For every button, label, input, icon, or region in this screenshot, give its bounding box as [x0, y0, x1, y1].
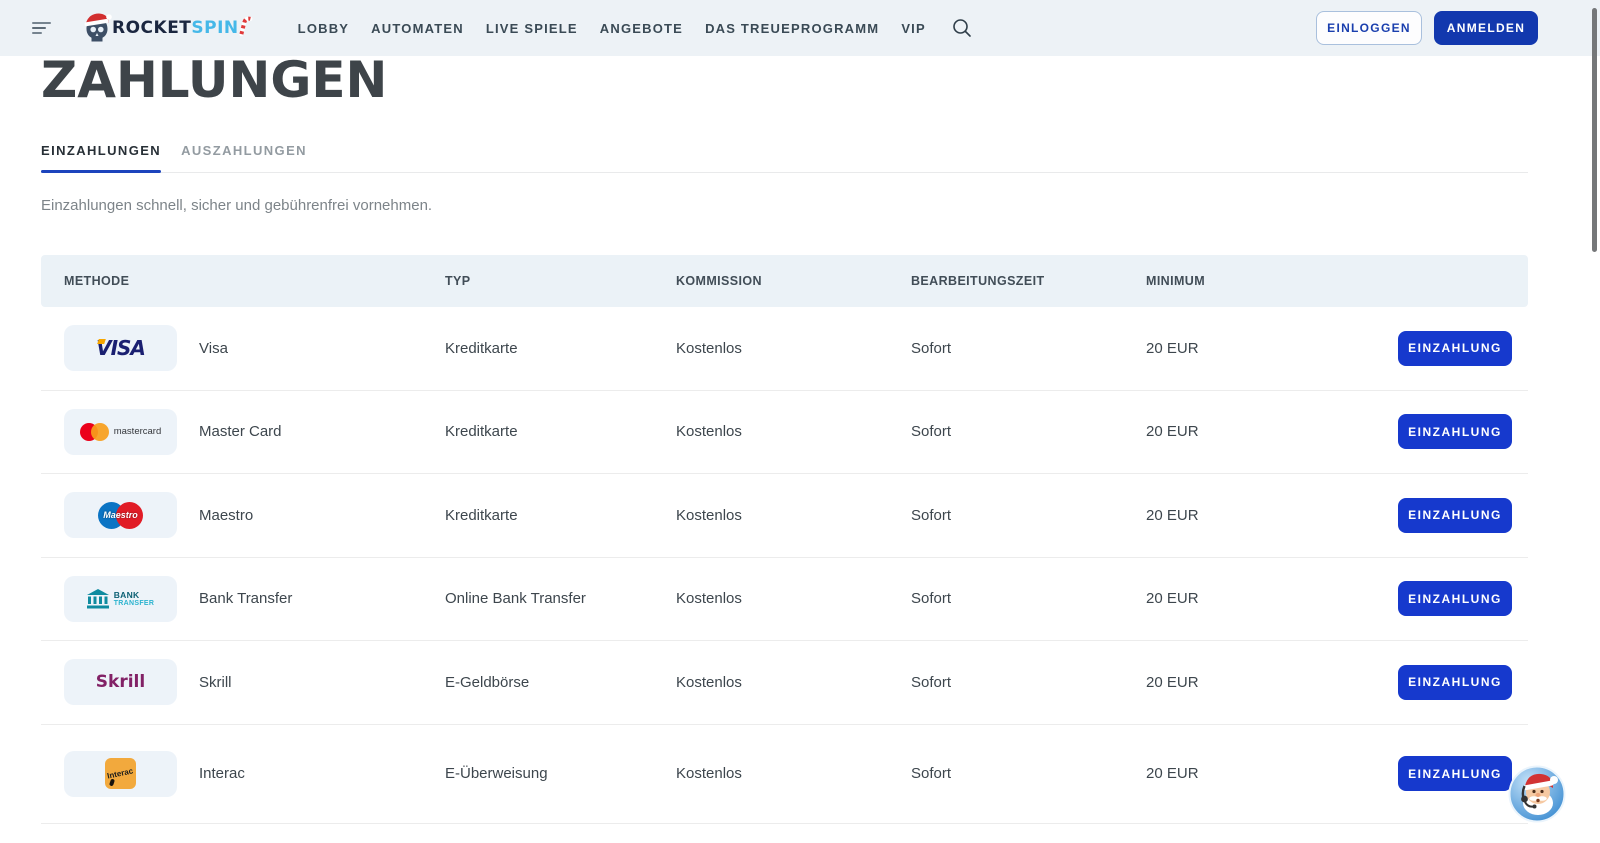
tab-auszahlungen[interactable]: AUSZAHLUNGEN — [181, 139, 307, 172]
column-header-typ: TYP — [445, 274, 676, 288]
visa-logo: VISA — [96, 336, 145, 360]
method-commission: Kostenlos — [676, 340, 911, 357]
method-name: Interac — [199, 765, 245, 782]
action-cell: EINZAHLUNG — [1398, 414, 1528, 449]
method-minimum: 20 EUR — [1146, 340, 1398, 357]
deposit-button-maestro[interactable]: EINZAHLUNG — [1398, 498, 1512, 533]
payment-logo-tile: mastercard — [64, 409, 177, 455]
nav-item-lobby[interactable]: LOBBY — [298, 21, 350, 36]
column-header-methode: METHODE — [41, 274, 445, 288]
method-commission: Kostenlos — [676, 423, 911, 440]
method-commission: Kostenlos — [676, 590, 911, 607]
table-row: VISA Visa Kreditkarte Kostenlos Sofort 2… — [41, 307, 1528, 391]
top-bar: ROCKETSPIN LOBBY AUTOMATEN LIVE SPIELE ANGE… — [0, 0, 1600, 56]
maestro-logo: Maestro — [98, 502, 143, 529]
menu-icon[interactable] — [32, 19, 52, 37]
method-minimum: 20 EUR — [1146, 765, 1398, 782]
method-cell: mastercard Master Card — [41, 409, 445, 455]
table-row: Skrill Skrill E-Geldbörse Kostenlos Sofo… — [41, 641, 1528, 725]
method-commission: Kostenlos — [676, 674, 911, 691]
deposit-button-master-card[interactable]: EINZAHLUNG — [1398, 414, 1512, 449]
support-chat-santa-icon[interactable] — [1508, 765, 1566, 823]
skrill-logo: Skrill — [96, 672, 145, 692]
action-cell: EINZAHLUNG — [1398, 581, 1528, 616]
payment-tabs: EINZAHLUNGEN AUSZAHLUNGEN — [41, 139, 1528, 173]
method-cell: VISA Visa — [41, 325, 445, 371]
method-name: Master Card — [199, 423, 282, 440]
deposit-button-interac[interactable]: EINZAHLUNG — [1398, 756, 1512, 791]
method-name: Maestro — [199, 507, 253, 524]
tab-einzahlungen[interactable]: EINZAHLUNGEN — [41, 139, 161, 172]
payment-logo-tile: Interac — [64, 751, 177, 797]
deposit-button-bank-transfer[interactable]: EINZAHLUNG — [1398, 581, 1512, 616]
method-cell: Skrill Skrill — [41, 659, 445, 705]
payment-logo-tile: Maestro — [64, 492, 177, 538]
table-body: VISA Visa Kreditkarte Kostenlos Sofort 2… — [41, 307, 1528, 824]
method-processing-time: Sofort — [911, 590, 1146, 607]
signup-button[interactable]: ANMELDEN — [1434, 11, 1538, 45]
payment-logo-tile: VISA — [64, 325, 177, 371]
page-title: ZAHLUNGEN — [41, 50, 387, 110]
mastercard-logo: mastercard — [80, 423, 162, 441]
bank-transfer-logo: BANKTRANSFER — [87, 589, 155, 609]
action-cell: EINZAHLUNG — [1398, 331, 1528, 366]
action-cell: EINZAHLUNG — [1398, 665, 1528, 700]
method-minimum: 20 EUR — [1146, 423, 1398, 440]
payment-logo-tile: Skrill — [64, 659, 177, 705]
method-type: Kreditkarte — [445, 340, 676, 357]
scrollbar-thumb[interactable] — [1592, 8, 1597, 252]
method-cell: Interac Interac — [41, 751, 445, 797]
action-cell: EINZAHLUNG — [1398, 498, 1528, 533]
method-type: E-Geldbörse — [445, 674, 676, 691]
column-header-kommission: KOMMISSION — [676, 274, 911, 288]
table-row: Maestro Maestro Kreditkarte Kostenlos So… — [41, 474, 1528, 558]
page-subtitle: Einzahlungen schnell, sicher und gebühre… — [41, 197, 432, 214]
method-commission: Kostenlos — [676, 765, 911, 782]
nav-item-angebote[interactable]: ANGEBOTE — [600, 21, 683, 36]
method-processing-time: Sofort — [911, 507, 1146, 524]
login-button[interactable]: EINLOGGEN — [1316, 11, 1422, 45]
method-processing-time: Sofort — [911, 674, 1146, 691]
method-type: E-Überweisung — [445, 765, 676, 782]
method-cell: Maestro Maestro — [41, 492, 445, 538]
brand-logo[interactable]: ROCKETSPIN — [82, 11, 252, 45]
nav-item-das-treueprogramm[interactable]: DAS TREUEPROGRAMM — [705, 21, 879, 36]
interac-logo: Interac — [105, 758, 136, 789]
method-commission: Kostenlos — [676, 507, 911, 524]
method-minimum: 20 EUR — [1146, 507, 1398, 524]
method-name: Bank Transfer — [199, 590, 292, 607]
column-header-bearbeitungszeit: BEARBEITUNGSZEIT — [911, 274, 1146, 288]
table-header-row: METHODETYPKOMMISSIONBEARBEITUNGSZEITMINI… — [41, 255, 1528, 307]
method-type: Kreditkarte — [445, 507, 676, 524]
brand-name: ROCKETSPIN — [112, 18, 239, 38]
nav-item-automaten[interactable]: AUTOMATEN — [371, 21, 464, 36]
table-row: Interac Interac E-Überweisung Kostenlos … — [41, 725, 1528, 824]
table-row: BANKTRANSFER Bank Transfer Online Bank T… — [41, 558, 1528, 642]
deposit-button-visa[interactable]: EINZAHLUNG — [1398, 331, 1512, 366]
skull-santa-icon — [82, 11, 112, 45]
method-name: Skrill — [199, 674, 232, 691]
payment-methods-table: METHODETYPKOMMISSIONBEARBEITUNGSZEITMINI… — [41, 255, 1528, 824]
deposit-button-skrill[interactable]: EINZAHLUNG — [1398, 665, 1512, 700]
payment-logo-tile: BANKTRANSFER — [64, 576, 177, 622]
search-icon[interactable] — [951, 17, 973, 39]
candy-cane-icon — [237, 14, 254, 38]
auth-buttons: EINLOGGEN ANMELDEN — [1316, 11, 1538, 45]
method-processing-time: Sofort — [911, 765, 1146, 782]
table-row: mastercard Master Card Kreditkarte Koste… — [41, 391, 1528, 475]
method-minimum: 20 EUR — [1146, 674, 1398, 691]
method-processing-time: Sofort — [911, 423, 1146, 440]
column-header-minimum: MINIMUM — [1146, 274, 1398, 288]
main-nav: LOBBY AUTOMATEN LIVE SPIELE ANGEBOTE DAS TRE… — [298, 21, 926, 36]
method-type: Online Bank Transfer — [445, 590, 676, 607]
method-processing-time: Sofort — [911, 340, 1146, 357]
nav-item-live-spiele[interactable]: LIVE SPIELE — [486, 21, 578, 36]
method-name: Visa — [199, 340, 228, 357]
method-minimum: 20 EUR — [1146, 590, 1398, 607]
method-cell: BANKTRANSFER Bank Transfer — [41, 576, 445, 622]
method-type: Kreditkarte — [445, 423, 676, 440]
nav-item-vip[interactable]: VIP — [901, 21, 926, 36]
